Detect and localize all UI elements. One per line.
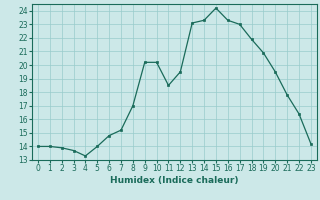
X-axis label: Humidex (Indice chaleur): Humidex (Indice chaleur) xyxy=(110,176,239,185)
